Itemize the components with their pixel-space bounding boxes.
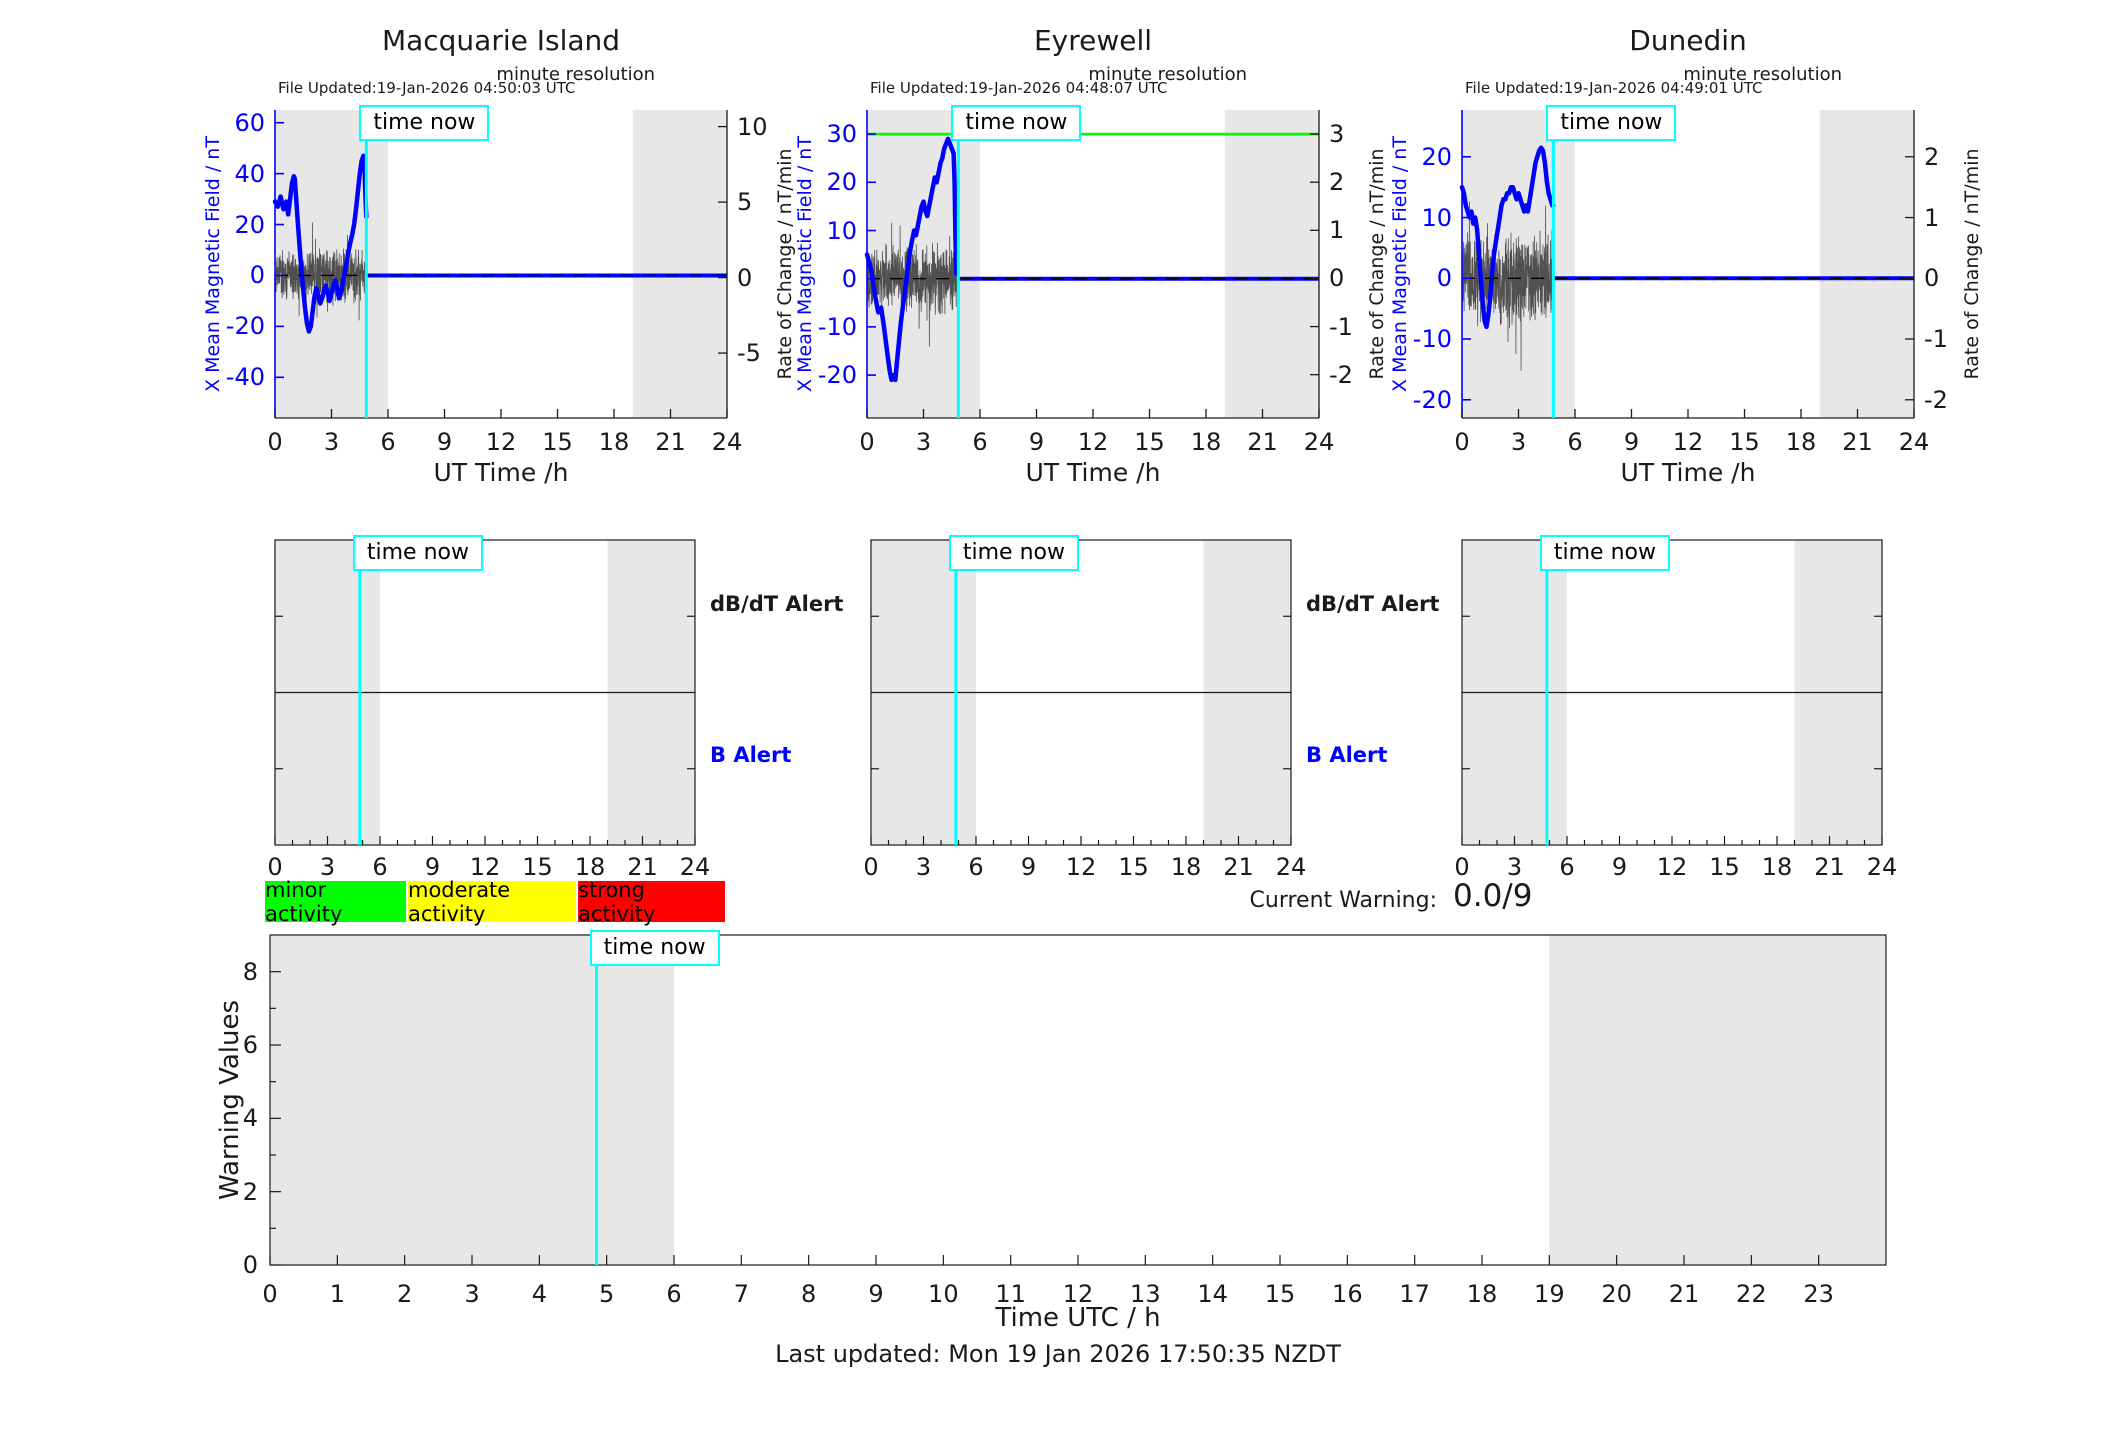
warning-timenow-box: time now [589, 930, 720, 966]
station-2-timenow-box: time now [1546, 105, 1677, 141]
alert-0-timenow-box: time now [352, 535, 483, 571]
station-1-timenow-box: time now [951, 105, 1082, 141]
alert-1-timenow-box: time now [948, 535, 1079, 571]
alert-2-timenow-box: time now [1539, 535, 1670, 571]
station-0-timenow-box: time now [359, 105, 490, 141]
